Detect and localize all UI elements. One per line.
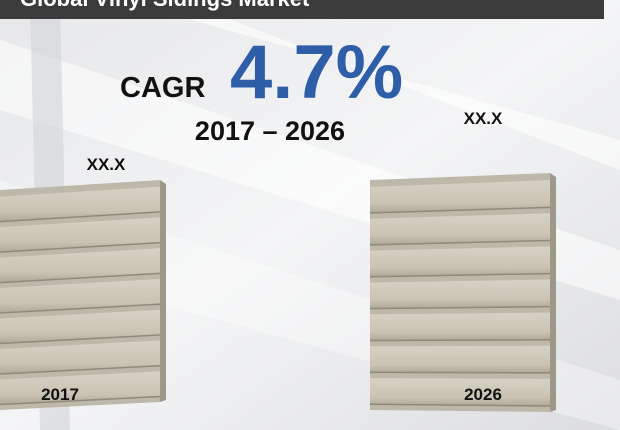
- siding-slat: [0, 217, 160, 253]
- siding-slat: [0, 340, 160, 375]
- siding-slat: [370, 345, 550, 373]
- year-label: 2026: [464, 385, 502, 404]
- year-label: 2017: [41, 385, 79, 404]
- slat-shadow: [0, 395, 161, 406]
- slat-shadow: [0, 241, 161, 253]
- title: Global Vinyl Sidings Market: [20, 0, 310, 11]
- siding-slat: [0, 248, 160, 283]
- slat-shadow: [369, 239, 551, 246]
- slat-shadow: [0, 272, 161, 284]
- siding-slat: [0, 371, 160, 405]
- slat-shadow: [0, 303, 161, 314]
- slat-shadow: [369, 305, 551, 310]
- slat-shadow: [369, 206, 551, 214]
- cagr-label: CAGR: [120, 72, 205, 104]
- panels: [0, 173, 556, 412]
- slat-shadow: [369, 371, 551, 374]
- siding-slat: [370, 279, 550, 309]
- slat-shadow: [369, 403, 551, 407]
- value-label: XX.X: [87, 155, 126, 174]
- siding-slat: [0, 278, 160, 314]
- value-label: XX.X: [464, 109, 503, 128]
- panel-edge: [550, 173, 556, 412]
- panel-edge: [160, 180, 166, 402]
- siding-slat: [0, 186, 160, 222]
- cagr-value: 4.7%: [230, 30, 403, 115]
- slat-shadow: [0, 364, 161, 375]
- siding-slat: [0, 309, 160, 344]
- siding-slat: [370, 378, 550, 407]
- slat-shadow: [0, 211, 161, 223]
- slat-shadow: [369, 272, 551, 278]
- slat-shadow: [369, 339, 551, 342]
- title-bar: [0, 0, 604, 19]
- siding-slat: [370, 312, 550, 341]
- siding-slat: [370, 246, 550, 277]
- siding-slat: [370, 180, 550, 214]
- cagr-period: 2017 – 2026: [195, 116, 345, 146]
- siding-slat: [370, 213, 550, 245]
- slat-shadow: [0, 334, 161, 345]
